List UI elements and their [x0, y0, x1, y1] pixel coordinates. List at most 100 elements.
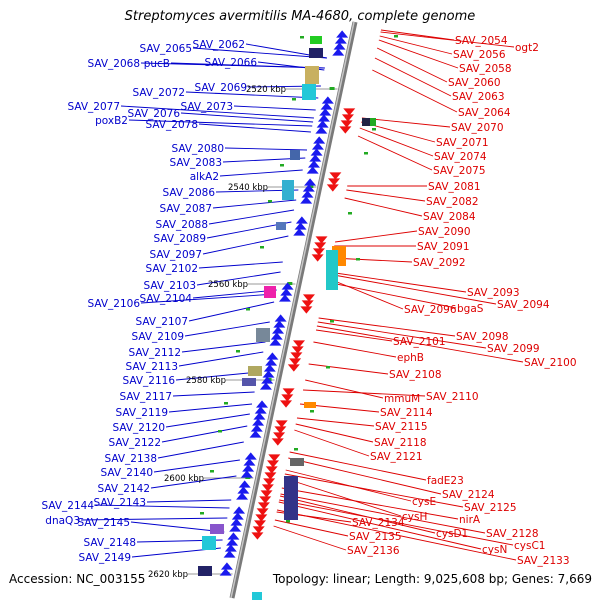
- right-gene-label: SAV_2094: [497, 299, 550, 311]
- left-leader-line: [185, 91, 319, 99]
- right-gene-label: SAV_2108: [389, 369, 442, 381]
- left-leader-line: [172, 391, 255, 397]
- reverse-gene-arrow: [275, 420, 288, 428]
- right-leader-line: [317, 321, 487, 349]
- right-leader-line: [276, 509, 517, 561]
- reverse-gene-arrow: [300, 306, 313, 314]
- forward-gene-arrow: [243, 458, 256, 466]
- reverse-gene-arrow: [257, 502, 270, 510]
- forward-gene-arrow: [315, 126, 328, 134]
- forward-gene-arrow: [230, 518, 243, 526]
- reverse-gene-arrow: [282, 388, 295, 396]
- gene-feature-box: [290, 458, 304, 466]
- left-gene-label: poxB2: [95, 115, 128, 127]
- right-leader-line: [346, 189, 426, 202]
- feature-dot: [200, 512, 204, 515]
- reverse-gene-arrow: [339, 126, 352, 134]
- forward-gene-arrow: [236, 492, 249, 500]
- forward-gene-arrow: [242, 464, 255, 472]
- gene-labels-layer: 2520 kbp 2540 kbp 2560 kbp 2580 kbp 2600 kbp…: [41, 35, 576, 580]
- right-gene-label: SAV_2054: [455, 35, 508, 47]
- reverse-gene-arrow: [302, 294, 315, 302]
- forward-gene-arrow: [310, 148, 323, 156]
- left-gene-label: SAV_2097: [149, 249, 202, 261]
- right-leader-line: [279, 499, 514, 546]
- forward-gene-arrow: [244, 452, 257, 460]
- feature-dot: [236, 350, 240, 353]
- right-gene-label: SAV_2096: [404, 304, 457, 316]
- right-leader-line: [279, 495, 436, 534]
- reverse-gene-arrow: [341, 114, 354, 122]
- reverse-gene-arrow: [311, 254, 324, 262]
- right-gene-label: mmuM: [384, 393, 420, 405]
- forward-gene-arrow: [273, 320, 286, 328]
- left-gene-label: SAV_2138: [104, 453, 157, 465]
- left-gene-label: SAV_2140: [100, 467, 153, 479]
- feature-dot: [268, 200, 272, 203]
- forward-gene-arrow: [224, 544, 237, 552]
- left-gene-label: SAV_2145: [77, 517, 130, 529]
- kbp-label: 2560 kbp: [208, 280, 248, 290]
- left-leader-line: [165, 413, 250, 428]
- left-gene-label: SAV_2065: [139, 43, 192, 55]
- kbp-label: 2580 kbp: [186, 376, 226, 386]
- left-gene-label: SAV_2072: [132, 87, 185, 99]
- forward-gene-arrow: [333, 42, 346, 50]
- left-leader-line: [181, 341, 266, 353]
- right-gene-label: SAV_2099: [487, 343, 540, 355]
- left-gene-label: SAV_2086: [162, 187, 215, 199]
- forward-gene-arrow: [293, 228, 306, 236]
- right-gene-label: cysD1: [436, 528, 468, 540]
- right-leader-line: [316, 325, 524, 363]
- forward-gene-arrow: [250, 424, 263, 432]
- kbp-tick-mark: [308, 185, 314, 188]
- reverse-gene-arrow: [326, 184, 339, 192]
- left-gene-label: SAV_2102: [145, 263, 198, 275]
- left-gene-label: SAV_2078: [145, 119, 198, 131]
- right-gene-label: SAV_2121: [370, 451, 423, 463]
- right-leader-line: [296, 417, 375, 427]
- reverse-gene-arrow: [289, 358, 302, 366]
- left-gene-label: SAV_2068: [87, 58, 140, 70]
- kbp-tick-mark: [287, 282, 293, 285]
- right-gene-label: SAV_2071: [436, 137, 489, 149]
- right-leader-line: [289, 451, 427, 481]
- left-leader-line: [208, 209, 295, 225]
- reverse-gene-arrow: [265, 466, 278, 474]
- forward-gene-arrow: [254, 406, 267, 414]
- right-gene-label: SAV_2110: [426, 391, 479, 403]
- reverse-gene-arrow: [252, 526, 265, 534]
- reverse-gene-arrow: [259, 496, 272, 504]
- forward-gene-arrow: [253, 412, 266, 420]
- reverse-gene-arrow: [251, 532, 264, 540]
- reverse-gene-arrow: [340, 120, 353, 128]
- genome-title: Streptomyces avermitilis MA-4680, comple…: [124, 9, 476, 24]
- right-gene-label: SAV_2100: [524, 357, 577, 369]
- right-gene-label: SAV_2091: [417, 241, 470, 253]
- forward-gene-arrow: [319, 108, 332, 116]
- right-leader-line: [305, 379, 384, 399]
- feature-dot: [280, 164, 284, 167]
- left-leader-line: [202, 235, 289, 255]
- left-leader-line: [146, 499, 232, 503]
- right-gene-label: SAV_2136: [347, 545, 400, 557]
- feature-dot: [310, 410, 314, 413]
- kbp-label: 2520 kbp: [246, 85, 286, 95]
- right-leader-line: [328, 271, 467, 293]
- reverse-gene-arrow: [264, 472, 277, 480]
- gene-feature-box: [242, 378, 256, 386]
- left-gene-label: SAV_2080: [171, 143, 224, 155]
- reverse-gene-arrow: [328, 178, 341, 186]
- right-gene-label: fadE23: [427, 475, 464, 487]
- left-leader-line: [140, 293, 276, 304]
- forward-gene-arrow: [269, 338, 282, 346]
- left-gene-label: SAV_2088: [155, 219, 208, 231]
- right-gene-label: SAV_2082: [426, 196, 479, 208]
- forward-gene-arrow: [226, 538, 239, 546]
- right-leader-line: [313, 341, 397, 358]
- forward-gene-arrow: [227, 532, 240, 540]
- right-leader-line: [380, 29, 455, 41]
- right-gene-label: SAV_2093: [467, 287, 520, 299]
- forward-gene-arrow: [307, 160, 320, 168]
- forward-gene-arrow: [332, 48, 345, 56]
